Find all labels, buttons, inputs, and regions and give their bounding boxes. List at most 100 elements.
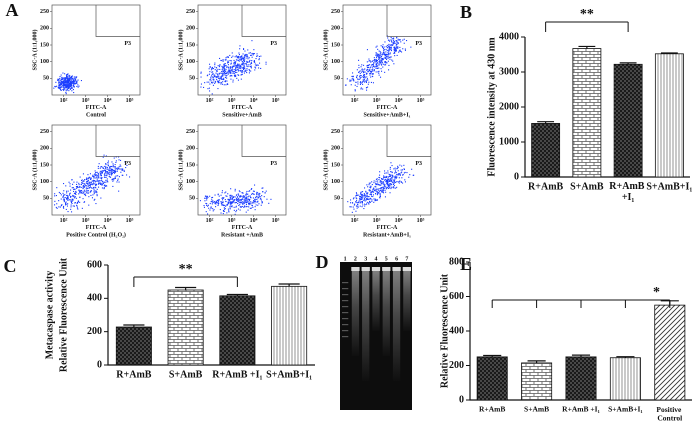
event-dot [393,185,395,187]
event-dot [251,202,253,204]
event-dot [378,184,380,186]
event-dot [72,77,74,79]
event-dot [209,66,211,68]
event-dot [382,189,384,191]
event-dot [357,204,359,206]
event-dot [395,46,397,48]
event-dot [84,201,86,203]
event-dot [372,63,374,65]
event-dot [92,194,94,196]
event-dot [239,199,241,201]
event-dot [77,208,79,210]
event-dot [259,193,261,195]
event-dot [391,177,393,179]
event-dot [256,55,258,57]
event-dot [80,190,82,192]
event-dot [66,82,68,84]
event-dot [260,197,262,199]
event-dot [254,184,256,186]
event-dot [359,198,361,200]
event-dot [59,87,61,89]
event-dot [238,202,240,204]
event-dot [247,65,249,67]
event-dot [87,190,89,192]
event-dot [244,63,246,65]
event-dot [387,185,389,187]
event-dot [243,203,245,205]
significance-bracket [133,276,238,287]
event-dot [388,53,390,55]
event-dot [258,59,260,61]
event-dot [78,85,80,87]
event-dot [354,90,356,92]
event-dot [224,63,226,65]
event-dot [221,190,223,192]
event-dot [95,177,97,179]
event-dot [393,39,395,41]
event-dot [67,80,69,82]
event-dot [80,80,82,82]
event-dot [371,195,373,197]
event-dot [88,177,90,179]
flow-plot [200,40,267,95]
event-dot [229,60,231,62]
event-dot [108,175,110,177]
event-dot [222,79,224,81]
event-dot [82,188,84,190]
event-dot [385,176,387,178]
event-dot [120,168,122,170]
event-dot [370,194,372,196]
event-dot [396,37,398,39]
event-dot [231,52,233,54]
y-tick-label: 250 [40,9,49,15]
event-dot [93,189,95,191]
event-dot [250,207,252,209]
event-dot [246,190,248,192]
error-bar [619,62,637,65]
event-dot [377,189,379,191]
event-dot [233,73,235,75]
event-dot [379,59,381,61]
event-dot [386,178,388,180]
event-dot [236,64,238,66]
event-dot [383,48,385,50]
event-dot [384,178,386,180]
event-dot [227,83,229,85]
event-dot [385,179,387,181]
event-dot [64,84,66,86]
event-dot [364,71,366,73]
event-dot [59,85,61,87]
event-dot [65,90,67,92]
event-dot [361,206,363,208]
event-dot [376,199,378,201]
event-dot [70,78,72,80]
event-dot [378,56,380,58]
event-dot [358,71,360,73]
event-dot [221,76,223,78]
event-dot [375,46,377,48]
event-dot [392,60,394,62]
event-dot [404,179,406,181]
event-dot [381,46,383,48]
event-dot [250,65,252,67]
event-dot [247,201,249,203]
event-dot [233,74,235,76]
event-dot [400,41,402,43]
event-dot [229,199,231,201]
event-dot [240,56,242,58]
event-dot [65,86,67,88]
event-dot [254,200,256,202]
event-dot [380,56,382,58]
event-dot [255,65,257,67]
event-dot [232,70,234,72]
event-dot [402,48,404,50]
event-dot [240,58,242,60]
event-dot [379,192,381,194]
event-dot [115,175,117,177]
event-dot [375,63,377,65]
event-dot [389,183,391,185]
event-dot [256,64,258,66]
event-dot [368,203,370,205]
event-dot [84,184,86,186]
event-dot [362,88,364,90]
